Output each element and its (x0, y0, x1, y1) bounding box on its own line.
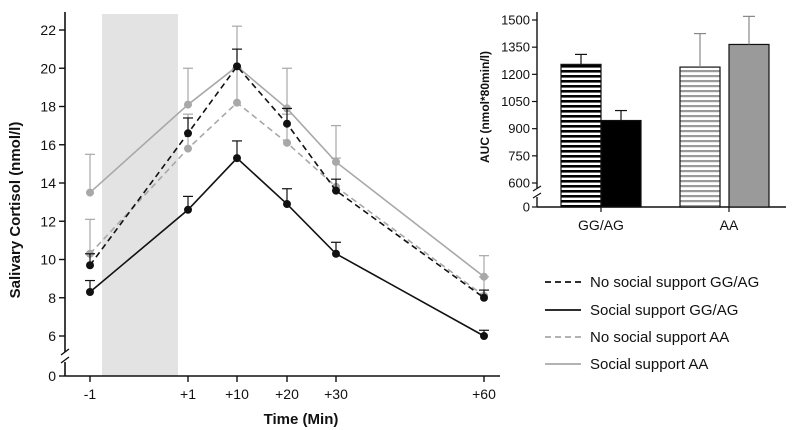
inset-y-tick-label: 750 (508, 148, 530, 163)
data-point (233, 98, 241, 107)
inset-y-axis-break (532, 185, 542, 199)
data-point (86, 288, 94, 297)
inset-x-tick-label: AA (720, 217, 739, 233)
bar (560, 63, 602, 208)
legend-label: Social support GG/AG (590, 302, 738, 319)
y-axis-break (60, 348, 70, 364)
inset-y-tick-label: 1500 (501, 13, 530, 28)
line-chart-x-axis-title: Time (Min) (264, 411, 339, 428)
bar (600, 119, 642, 208)
inset-y-tick-label: 1350 (501, 40, 530, 55)
line-chart-y-axis-title: Salivary Cortisol (nmol/l) (7, 122, 24, 299)
data-point (283, 138, 291, 147)
inset-y-tick-label: 0 (523, 200, 530, 215)
x-tick-label: +1 (180, 386, 196, 402)
inset-y-tick-label: 600 (508, 176, 530, 191)
y-tick-label: 22 (40, 22, 56, 38)
inset-y-tick-label: 1200 (501, 67, 530, 82)
data-point (283, 119, 291, 128)
series-line (89, 101, 485, 297)
legend: No social support GG/AG Social support GG… (545, 274, 759, 373)
inset-x-tick-label: GG/AG (578, 217, 624, 233)
y-tick-label: 16 (40, 137, 56, 153)
y-tick-label: 0 (48, 368, 56, 384)
data-point (184, 205, 192, 214)
series-line (89, 65, 485, 278)
line-chart: 0 6 8 10 12 14 16 18 20 22 -1 +1 +10 +20 +30 +60 Saliva… (7, 12, 500, 428)
y-tick-label: 14 (40, 175, 56, 191)
y-tick-label: 6 (48, 328, 56, 344)
series-line (89, 157, 485, 337)
bar (728, 43, 770, 208)
data-point (184, 100, 192, 109)
series-line (89, 65, 485, 299)
y-tick-label: 20 (40, 60, 56, 76)
legend-label: Social support AA (590, 356, 708, 373)
data-point (233, 154, 241, 163)
data-point (86, 261, 94, 270)
bar-chart-inset: 0 600 750 900 1050 1200 1350 1500 GG/AG AA AUC (n… (478, 12, 786, 233)
bar-chart-y-axis-title: AUC (nmol*80min/l) (478, 51, 492, 163)
data-point (86, 188, 94, 197)
data-point (233, 62, 241, 71)
x-tick-label: +10 (225, 386, 249, 402)
x-tick-label: +20 (275, 386, 299, 402)
x-tick-label: +30 (324, 386, 348, 402)
y-tick-label: 8 (48, 290, 56, 306)
bar (679, 66, 721, 208)
data-point (332, 249, 340, 258)
data-point (184, 129, 192, 138)
legend-label: No social support GG/AG (590, 274, 759, 291)
inset-y-tick-label: 1050 (501, 94, 530, 109)
legend-label: No social support AA (590, 329, 729, 346)
data-point (480, 293, 488, 302)
data-point (283, 200, 291, 209)
y-tick-label: 10 (40, 252, 56, 268)
shaded-interval (102, 14, 178, 376)
y-tick-label: 18 (40, 99, 56, 115)
data-point (480, 332, 488, 340)
x-tick-label: -1 (84, 386, 97, 402)
inset-y-tick-label: 900 (508, 121, 530, 136)
data-point (184, 144, 192, 153)
data-point (332, 186, 340, 195)
y-tick-label: 12 (40, 213, 56, 229)
x-tick-label: +60 (472, 386, 496, 402)
